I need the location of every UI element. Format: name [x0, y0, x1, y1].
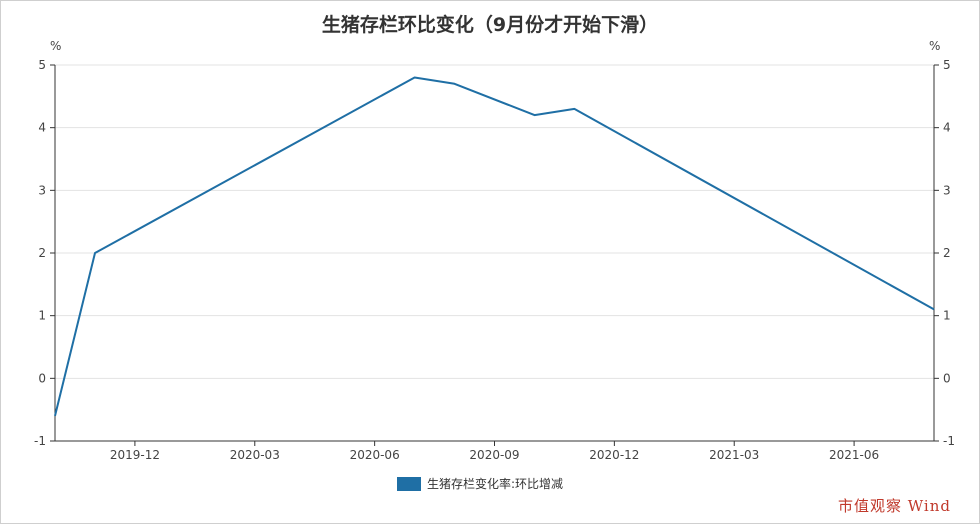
left-axis-tick-label: -1 [34, 434, 46, 448]
right-axis-unit: % [929, 39, 941, 53]
left-axis-tick-label: 2 [38, 246, 46, 260]
x-axis-tick-label: 2021-06 [829, 448, 879, 462]
x-axis-tick-label: 2020-09 [469, 448, 519, 462]
x-axis-tick-label: 2019-12 [110, 448, 160, 462]
left-axis-tick-label: 0 [38, 371, 46, 385]
left-axis-tick-label: 4 [38, 121, 46, 135]
left-axis-tick-label: 5 [38, 58, 46, 72]
right-axis-tick-label: 3 [943, 183, 951, 197]
right-axis-tick-label: 0 [943, 371, 951, 385]
chart-title: 生猪存栏环比变化（9月份才开始下滑） [321, 14, 659, 36]
legend[interactable]: 生猪存栏变化率:环比增减 [397, 475, 563, 492]
left-axis-tick-label: 3 [38, 183, 46, 197]
x-axis-tick-label: 2021-03 [709, 448, 759, 462]
legend-label: 生猪存栏变化率:环比增减 [427, 477, 564, 491]
series-line [54, 76, 935, 417]
legend-swatch [397, 476, 421, 491]
right-axis-tick-label: 1 [943, 309, 951, 323]
source-watermark: 市值观察 Wind [838, 497, 951, 515]
left-axis-tick-label: 1 [38, 309, 46, 323]
right-axis-tick-label: 2 [943, 246, 951, 260]
x-axis-tick-label: 2020-03 [230, 448, 280, 462]
right-axis-tick-label: -1 [943, 434, 955, 448]
left-axis-unit: % [50, 39, 62, 53]
x-axis-tick-label: 2020-12 [589, 448, 639, 462]
x-axis-tick-label: 2020-06 [350, 448, 400, 462]
right-axis-tick-label: 4 [943, 121, 951, 135]
right-axis-tick-label: 5 [943, 58, 951, 72]
